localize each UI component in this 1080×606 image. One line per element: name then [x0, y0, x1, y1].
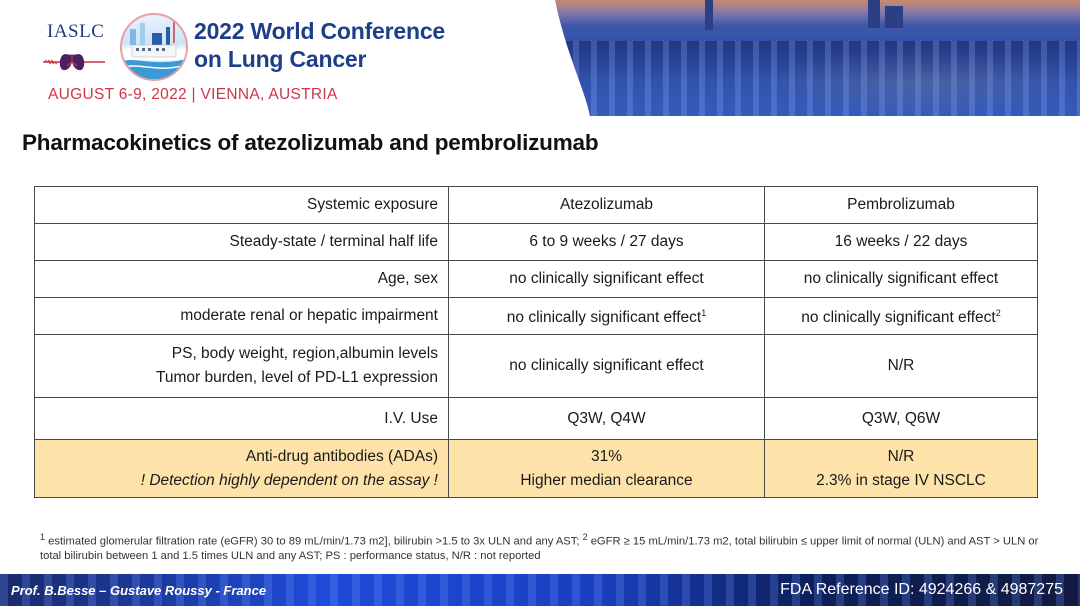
- fda-reference: FDA Reference ID: 4924266 & 4987275: [780, 581, 1063, 598]
- conference-dates-location: AUGUST 6-9, 2022 | VIENNA, AUSTRIA: [48, 86, 338, 103]
- footnote-ref-1: 1: [701, 308, 707, 319]
- pembrolizumab-value: N/R: [764, 334, 1038, 398]
- row-label: moderate renal or hepatic impairment: [34, 297, 449, 335]
- conference-title: 2022 World Conference on Lung Cancer: [194, 17, 445, 73]
- pembrolizumab-value-text: no clinically significant effect: [801, 309, 996, 327]
- footnote-marker-2: 2: [582, 532, 588, 542]
- atezolizumab-value: no clinically significant effect: [448, 334, 765, 398]
- row-label-line1: Anti-drug antibodies (ADAs): [245, 447, 438, 465]
- table-row-highlighted: Anti-drug antibodies (ADAs) ! Detection …: [34, 439, 1038, 498]
- pembrolizumab-ada-rate: N/R: [887, 447, 915, 465]
- footnote-marker-1: 1: [40, 532, 46, 542]
- atezolizumab-ada-rate: 31%: [590, 447, 623, 465]
- table-row: PS, body weight, region,albumin levels T…: [34, 334, 1038, 398]
- skyline-buildings: [555, 41, 1080, 116]
- row-label: Anti-drug antibodies (ADAs) ! Detection …: [34, 439, 449, 498]
- conference-title-line2: on Lung Cancer: [194, 46, 367, 72]
- pembrolizumab-ada-note: 2.3% in stage IV NSCLC: [816, 471, 986, 489]
- church-spire: [705, 0, 713, 30]
- footnote-text-2: eGFR ≥ 15 mL/min/1.73 m2, total bilirubi…: [40, 535, 1039, 562]
- pembrolizumab-value: no clinically significant effect: [764, 260, 1038, 298]
- pharmacokinetics-table: Systemic exposure Atezolizumab Pembroliz…: [34, 186, 1038, 498]
- vienna-globe-logo: [120, 13, 188, 81]
- row-label-line1: PS, body weight, region,albumin levels: [171, 345, 438, 362]
- row-label: PS, body weight, region,albumin levels T…: [34, 334, 449, 398]
- pembrolizumab-value: no clinically significant effect2: [764, 297, 1038, 335]
- atezolizumab-value: no clinically significant effect: [448, 260, 765, 298]
- atezolizumab-ada-note: Higher median clearance: [520, 471, 693, 489]
- footnote-ref-2: 2: [995, 308, 1001, 319]
- atezolizumab-value: no clinically significant effect1: [448, 297, 765, 335]
- header-systemic-exposure: Systemic exposure: [34, 186, 449, 224]
- row-label-line2: Tumor burden, level of PD-L1 expression: [155, 369, 438, 386]
- header-atezolizumab: Atezolizumab: [448, 186, 765, 224]
- iaslc-logo-text: IASLC: [47, 21, 105, 42]
- pembrolizumab-value: 16 weeks / 22 days: [764, 223, 1038, 261]
- pembrolizumab-value: Q3W, Q6W: [764, 397, 1038, 440]
- conference-header: IASLC 2022 World Conference on Lung Canc…: [0, 0, 1080, 116]
- slide-title: Pharmacokinetics of atezolizumab and pem…: [22, 130, 599, 155]
- row-label: I.V. Use: [34, 397, 449, 440]
- table-row: moderate renal or hepatic impairment no …: [34, 297, 1038, 335]
- table-row: Age, sex no clinically significant effec…: [34, 260, 1038, 298]
- presenter-credit: Prof. B.Besse – Gustave Roussy - France: [11, 583, 267, 598]
- vienna-skyline-banner: [555, 0, 1080, 116]
- slide-footer: Prof. B.Besse – Gustave Roussy - France …: [0, 574, 1080, 606]
- lung-icon: [43, 54, 105, 71]
- cathedral-spire: [868, 0, 880, 28]
- header-pembrolizumab: Pembrolizumab: [764, 186, 1038, 224]
- table-row: I.V. Use Q3W, Q4W Q3W, Q6W: [34, 397, 1038, 440]
- footnote-text-1: estimated glomerular filtration rate (eG…: [45, 535, 583, 548]
- atezolizumab-value: Q3W, Q4W: [448, 397, 765, 440]
- assay-warning: ! Detection highly dependent on the assa…: [140, 471, 438, 489]
- table-row: Steady-state / terminal half life 6 to 9…: [34, 223, 1038, 261]
- conference-title-line1: 2022 World Conference: [194, 18, 446, 44]
- cathedral-roof: [885, 6, 903, 28]
- footnote: 1 estimated glomerular filtration rate (…: [40, 530, 1040, 563]
- row-label: Steady-state / terminal half life: [34, 223, 449, 261]
- atezolizumab-value: 6 to 9 weeks / 27 days: [448, 223, 765, 261]
- pembrolizumab-value: N/R 2.3% in stage IV NSCLC: [764, 439, 1038, 498]
- atezolizumab-value-text: no clinically significant effect: [506, 309, 702, 327]
- table-header-row: Systemic exposure Atezolizumab Pembroliz…: [34, 186, 1038, 224]
- atezolizumab-value: 31% Higher median clearance: [448, 439, 765, 498]
- row-label: Age, sex: [34, 260, 449, 298]
